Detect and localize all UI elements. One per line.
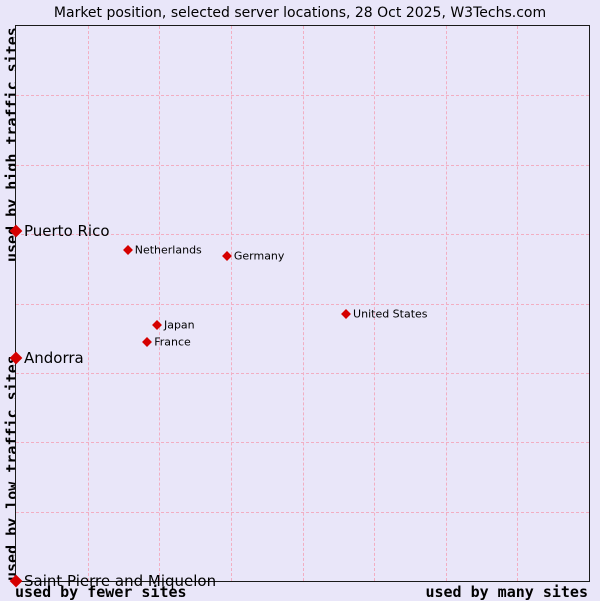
point-label: Japan [163,318,195,332]
grid-line-horizontal [16,234,589,235]
point-label: United States [353,307,428,321]
point-label: Netherlands [134,243,202,257]
point-label: Puerto Rico [24,221,110,240]
grid-line-horizontal [16,95,589,96]
grid-line-vertical [446,26,447,581]
diamond-marker-icon [122,245,133,256]
grid-line-vertical [303,26,304,581]
x-axis-label-fewer-sites: used by fewer sites [15,583,187,601]
grid-line-vertical [231,26,232,581]
grid-line-vertical [159,26,160,581]
x-axis-label-many-sites: used by many sites [425,583,588,601]
grid-line-horizontal [16,373,589,374]
diamond-marker-icon [142,336,153,347]
grid-line-horizontal [16,442,589,443]
grid-line-horizontal [16,165,589,166]
diamond-marker-icon [341,309,351,319]
point-label: Andorra [24,348,84,367]
grid-line-vertical [517,26,518,581]
point-label: Saint Pierre and Miquelon [24,572,217,590]
grid-line-vertical [374,26,375,581]
point-label: Germany [233,249,285,263]
grid-line-horizontal [16,512,589,513]
point-label: France [154,335,191,349]
chart-title: Market position, selected server locatio… [53,5,547,21]
grid-line-vertical [88,26,89,581]
diamond-marker-icon [152,320,162,331]
plot-area: Puerto Rico Netherlands Germany United Stat… [9,25,590,590]
grid-line-horizontal [16,304,589,305]
